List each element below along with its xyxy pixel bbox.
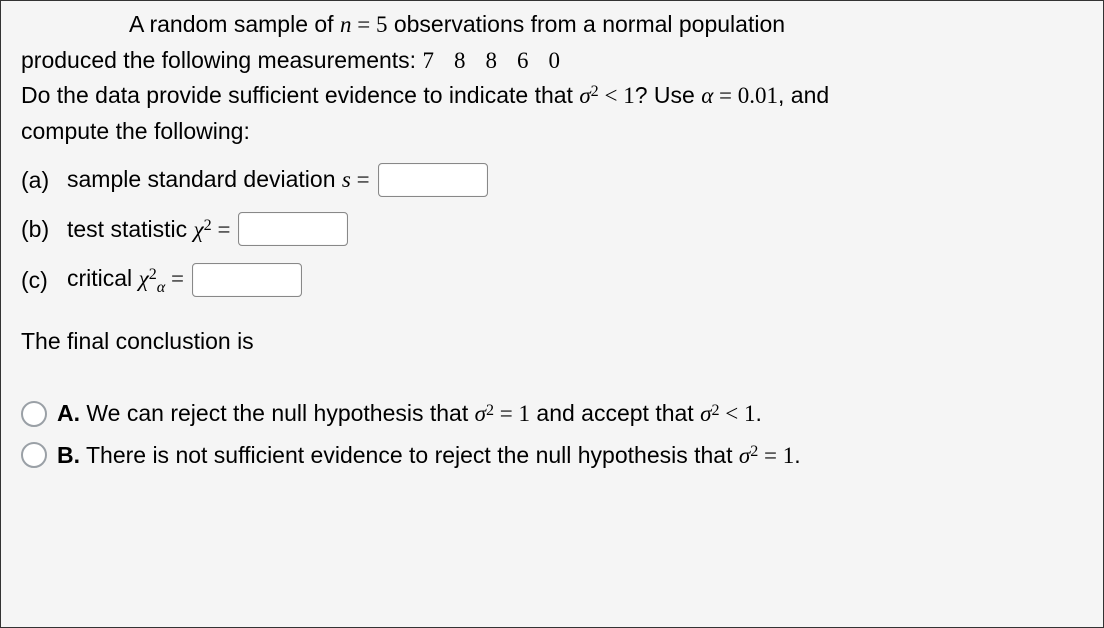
option-a-radio[interactable] (21, 401, 47, 427)
text: and accept that (530, 400, 700, 426)
sq: 2 (486, 402, 494, 419)
part-c-input[interactable] (192, 263, 302, 297)
meas-4: 6 (517, 48, 529, 73)
stem-line-4: compute the following: (21, 114, 1083, 149)
content: A random sample of n = 5 observations fr… (1, 1, 1103, 483)
text: critical (67, 265, 139, 291)
eq: = (351, 167, 370, 192)
eq: = (212, 217, 231, 242)
sigma: σ (579, 83, 590, 108)
part-b-label: (b) (21, 212, 53, 247)
part-a-text: sample standard deviation s = (67, 162, 370, 198)
var-n: n (340, 12, 352, 37)
period: . (755, 400, 761, 426)
meas-3: 8 (485, 48, 497, 73)
var-s: s (342, 167, 351, 192)
alpha-value: 0.01 (738, 83, 778, 108)
eq: = (758, 443, 782, 468)
text: We can reject the null hypothesis that (80, 400, 475, 426)
text: sample standard deviation (67, 166, 342, 192)
period: . (794, 442, 800, 468)
eq: = (713, 83, 737, 108)
sq: 2 (204, 217, 212, 234)
part-c-label: (c) (21, 263, 53, 298)
sq: 2 (750, 443, 758, 460)
eq: = (494, 401, 518, 426)
alpha-sub: α (157, 279, 165, 296)
chi: χ (139, 266, 149, 291)
option-b-text: B. There is not sufficient evidence to r… (57, 438, 801, 474)
n-value: 5 (376, 12, 388, 37)
option-a-text: A. We can reject the null hypothesis tha… (57, 396, 762, 432)
stem-line-3: Do the data provide sufficient evidence … (21, 78, 1083, 114)
question-page: A random sample of n = 5 observations fr… (0, 0, 1104, 628)
option-a-row: A. We can reject the null hypothesis tha… (21, 396, 1083, 432)
option-a-letter: A. (57, 400, 80, 426)
part-a-label: (a) (21, 163, 53, 198)
eq: = (165, 266, 184, 291)
one: 1 (519, 401, 531, 426)
text: The final conclustion is (21, 328, 254, 354)
text: test statistic (67, 216, 194, 242)
conclusion-label: The final conclustion is (21, 324, 1083, 359)
sq: 2 (591, 83, 599, 100)
text: A random sample of (129, 11, 340, 37)
alpha: α (701, 83, 713, 108)
sigma: σ (475, 401, 486, 426)
option-b-radio[interactable] (21, 442, 47, 468)
text: observations from a normal population (387, 11, 785, 37)
option-b-row: B. There is not sufficient evidence to r… (21, 438, 1083, 474)
meas-2: 8 (454, 48, 466, 73)
part-c-text: critical χ2α = (67, 261, 184, 300)
text: ? Use (635, 82, 701, 108)
lt: < (599, 83, 623, 108)
part-a: (a) sample standard deviation s = (21, 162, 1083, 198)
option-b-letter: B. (57, 442, 80, 468)
options: A. We can reject the null hypothesis tha… (21, 396, 1083, 473)
part-a-input[interactable] (378, 163, 488, 197)
chi: χ (194, 217, 204, 242)
one: 1 (744, 401, 756, 426)
sigma: σ (739, 443, 750, 468)
text: , and (778, 82, 829, 108)
text: compute the following: (21, 118, 250, 144)
part-b-input[interactable] (238, 212, 348, 246)
part-b-text: test statistic χ2 = (67, 212, 230, 248)
one: 1 (623, 83, 635, 108)
one: 1 (783, 443, 795, 468)
text: produced the following measurements: (21, 47, 422, 73)
meas-5: 0 (548, 48, 560, 73)
text: There is not sufficient evidence to reje… (80, 442, 739, 468)
sq: 2 (711, 402, 719, 419)
sigma: σ (700, 401, 711, 426)
meas-1: 7 (422, 48, 434, 73)
stem-line-1: A random sample of n = 5 observations fr… (21, 7, 1083, 43)
part-b: (b) test statistic χ2 = (21, 212, 1083, 248)
eq: = (351, 12, 375, 37)
lt: < (719, 401, 743, 426)
stem-line-2: produced the following measurements: 788… (21, 43, 1083, 79)
sq: 2 (149, 266, 157, 283)
part-c: (c) critical χ2α = (21, 261, 1083, 300)
text: Do the data provide sufficient evidence … (21, 82, 579, 108)
